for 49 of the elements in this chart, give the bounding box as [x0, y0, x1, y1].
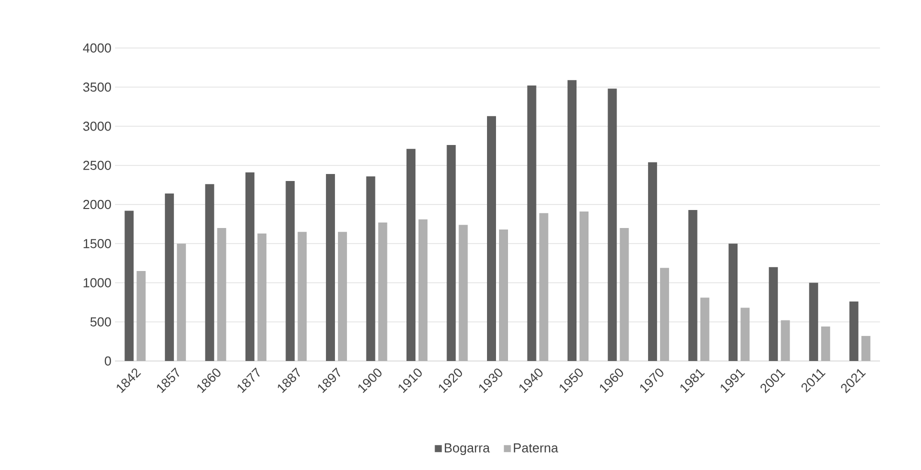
bar	[539, 213, 548, 361]
bar	[124, 210, 134, 361]
y-tick-label: 3500	[83, 82, 111, 92]
bar	[164, 194, 174, 361]
bar	[768, 267, 778, 361]
y-tick-label: 3000	[83, 122, 111, 131]
bar	[338, 232, 347, 361]
bar	[780, 320, 790, 361]
bar	[499, 230, 508, 361]
bar	[740, 308, 750, 361]
bar	[257, 233, 266, 361]
bar	[446, 145, 456, 361]
bar	[861, 336, 870, 361]
y-tick-label: 0	[104, 356, 111, 366]
bar	[849, 302, 858, 361]
bar	[326, 174, 335, 361]
y-tick-label: 1500	[84, 239, 111, 248]
y-tick-label: 2500	[83, 160, 111, 170]
bar	[406, 148, 416, 361]
bar	[648, 162, 658, 361]
bar	[418, 219, 428, 361]
bar	[136, 270, 146, 361]
bar	[366, 176, 376, 361]
bar	[298, 232, 307, 361]
bar	[821, 326, 830, 361]
bar	[458, 224, 468, 361]
bar	[527, 86, 536, 361]
y-tick-label: 500	[90, 317, 111, 326]
bar	[568, 80, 577, 361]
bar	[700, 298, 710, 361]
bar	[728, 244, 738, 361]
bar	[809, 282, 818, 361]
bar	[378, 222, 388, 361]
bar	[660, 268, 670, 361]
bar	[217, 228, 226, 361]
bar	[286, 181, 295, 361]
y-tick-label: 1000	[84, 278, 111, 288]
bar	[620, 228, 629, 361]
bar	[205, 184, 214, 361]
bar	[608, 88, 617, 361]
legend-label: Bogarra	[444, 443, 490, 456]
bar	[487, 116, 496, 361]
bar	[245, 172, 254, 361]
y-tick-label: 2000	[83, 200, 111, 210]
bar	[688, 210, 698, 361]
y-tick-label: 4000	[82, 43, 111, 53]
bar	[580, 212, 589, 361]
legend-label: Paterna	[514, 443, 558, 452]
bar	[176, 244, 186, 361]
